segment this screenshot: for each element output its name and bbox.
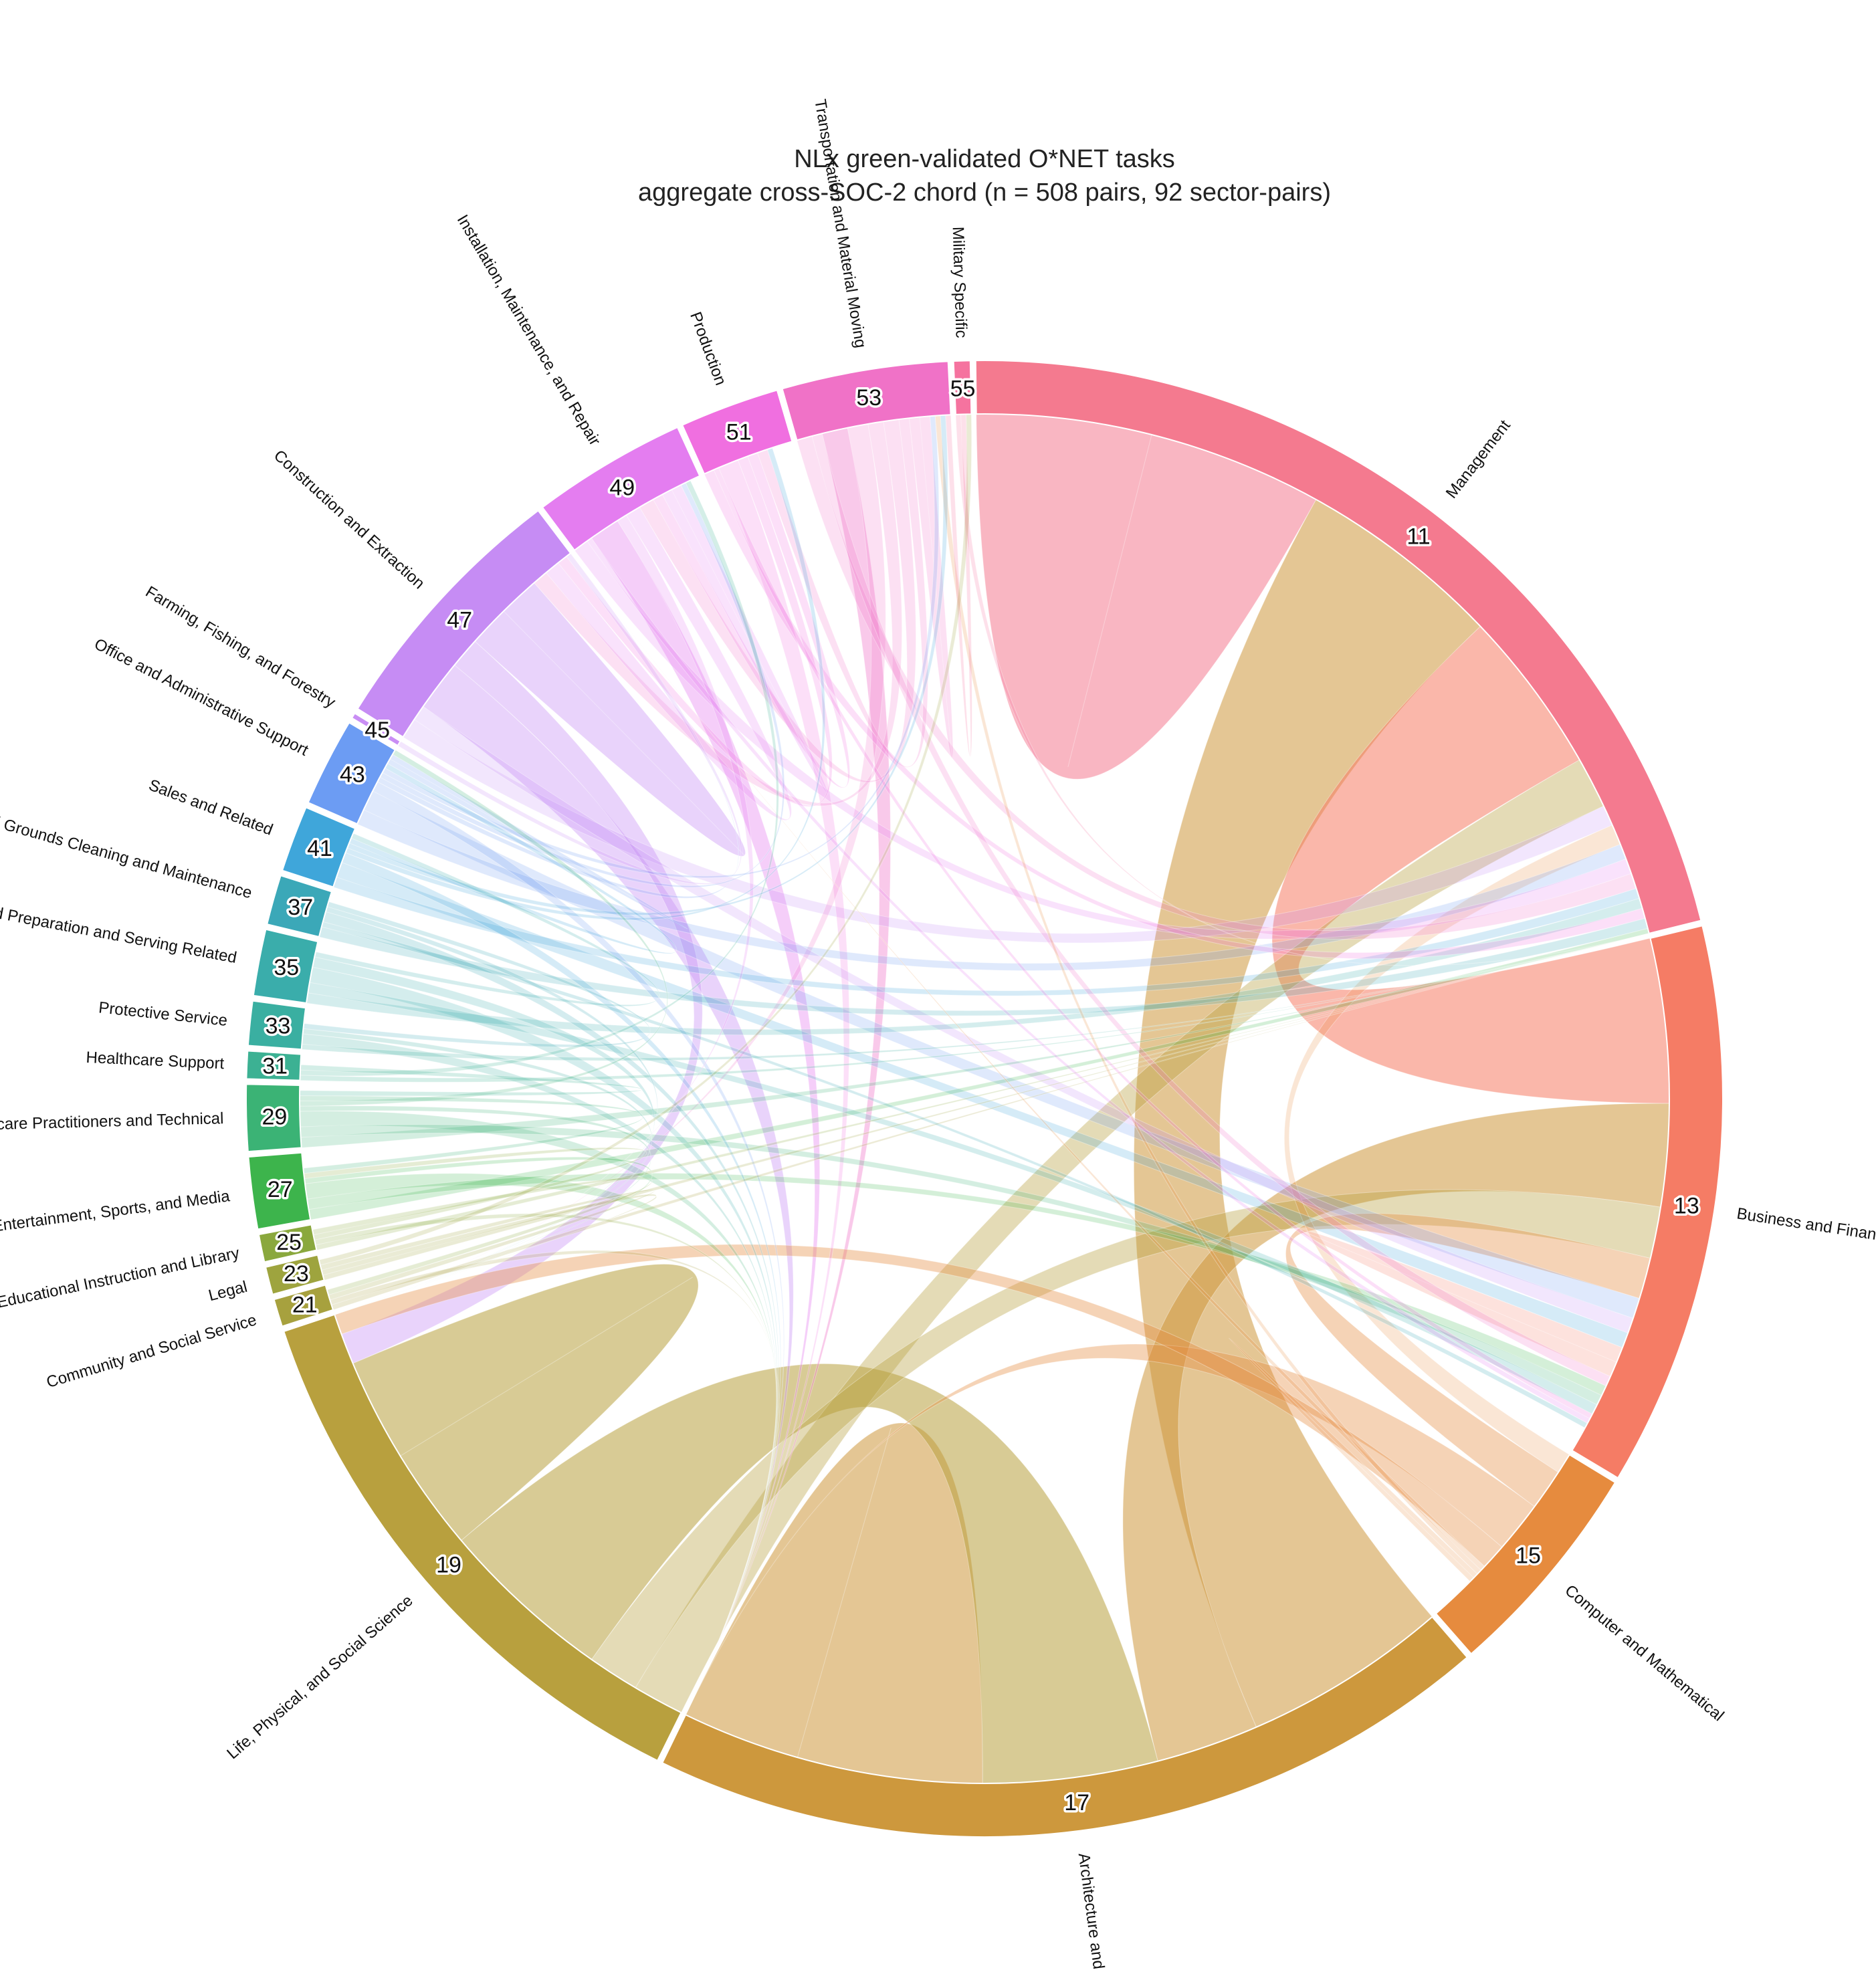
sector-arc-53 [781,360,952,441]
sector-code-label-21: 21 [292,1292,318,1317]
sector-code-label-43: 43 [340,762,365,788]
sector-code-label-51: 51 [726,420,752,445]
sector-code-label-19: 19 [436,1552,461,1577]
sector-code-label-49: 49 [609,475,635,501]
sector-arc-41 [281,806,356,888]
chart-title: NLx green-validated O*NET tasks [794,145,1175,173]
sector-arc-31 [245,1050,302,1081]
sector-arc-33 [247,1000,307,1051]
sector-arc-25 [257,1224,318,1263]
sector-arc-27 [247,1152,312,1230]
sector-arc-19 [283,1313,682,1762]
sector-code-label-27: 27 [268,1177,293,1202]
sector-arc-15 [1435,1454,1617,1655]
sector-arc-29 [245,1083,302,1153]
sector-arc-21 [273,1284,334,1327]
sector-code-label-23: 23 [284,1261,309,1287]
sector-code-label-29: 29 [262,1105,287,1130]
chart-subtitle: aggregate cross-SOC-2 chord (n = 508 pai… [638,179,1331,207]
sector-arc-13 [1571,925,1724,1479]
sector-arc-11 [974,360,1702,935]
sector-code-label-17: 17 [1064,1790,1089,1816]
sector-arc-47 [356,510,572,738]
sector-code-label-11: 11 [1406,524,1430,549]
sector-arc-37 [266,875,333,938]
sector-code-label-41: 41 [307,836,332,861]
sector-code-label-55: 55 [950,376,976,402]
sector-code-label-45: 45 [364,718,390,743]
sector-arc-17 [661,1616,1469,1838]
sector-arc-51 [681,389,793,475]
sector-arc-45 [350,712,402,747]
sector-code-label-53: 53 [856,385,881,411]
sector-code-label-13: 13 [1674,1193,1699,1218]
sector-arc-55 [952,360,972,415]
sector-code-label-31: 31 [262,1053,288,1079]
sector-code-label-33: 33 [266,1013,291,1038]
sector-arc-49 [541,426,701,552]
sector-arc-layer [245,360,1724,1838]
sector-code-label-25: 25 [276,1230,302,1255]
ribbon-layer [299,413,1670,1784]
sector-code-label-47: 47 [447,608,472,633]
sector-arc-23 [264,1254,325,1295]
sector-code-label-37: 37 [288,895,313,920]
sector-name-label-55: Military Specific [949,226,970,338]
sector-code-label-35: 35 [274,955,299,980]
sector-code-label-15: 15 [1516,1543,1541,1568]
sector-arc-43 [307,722,397,825]
sector-arc-35 [252,928,319,1004]
